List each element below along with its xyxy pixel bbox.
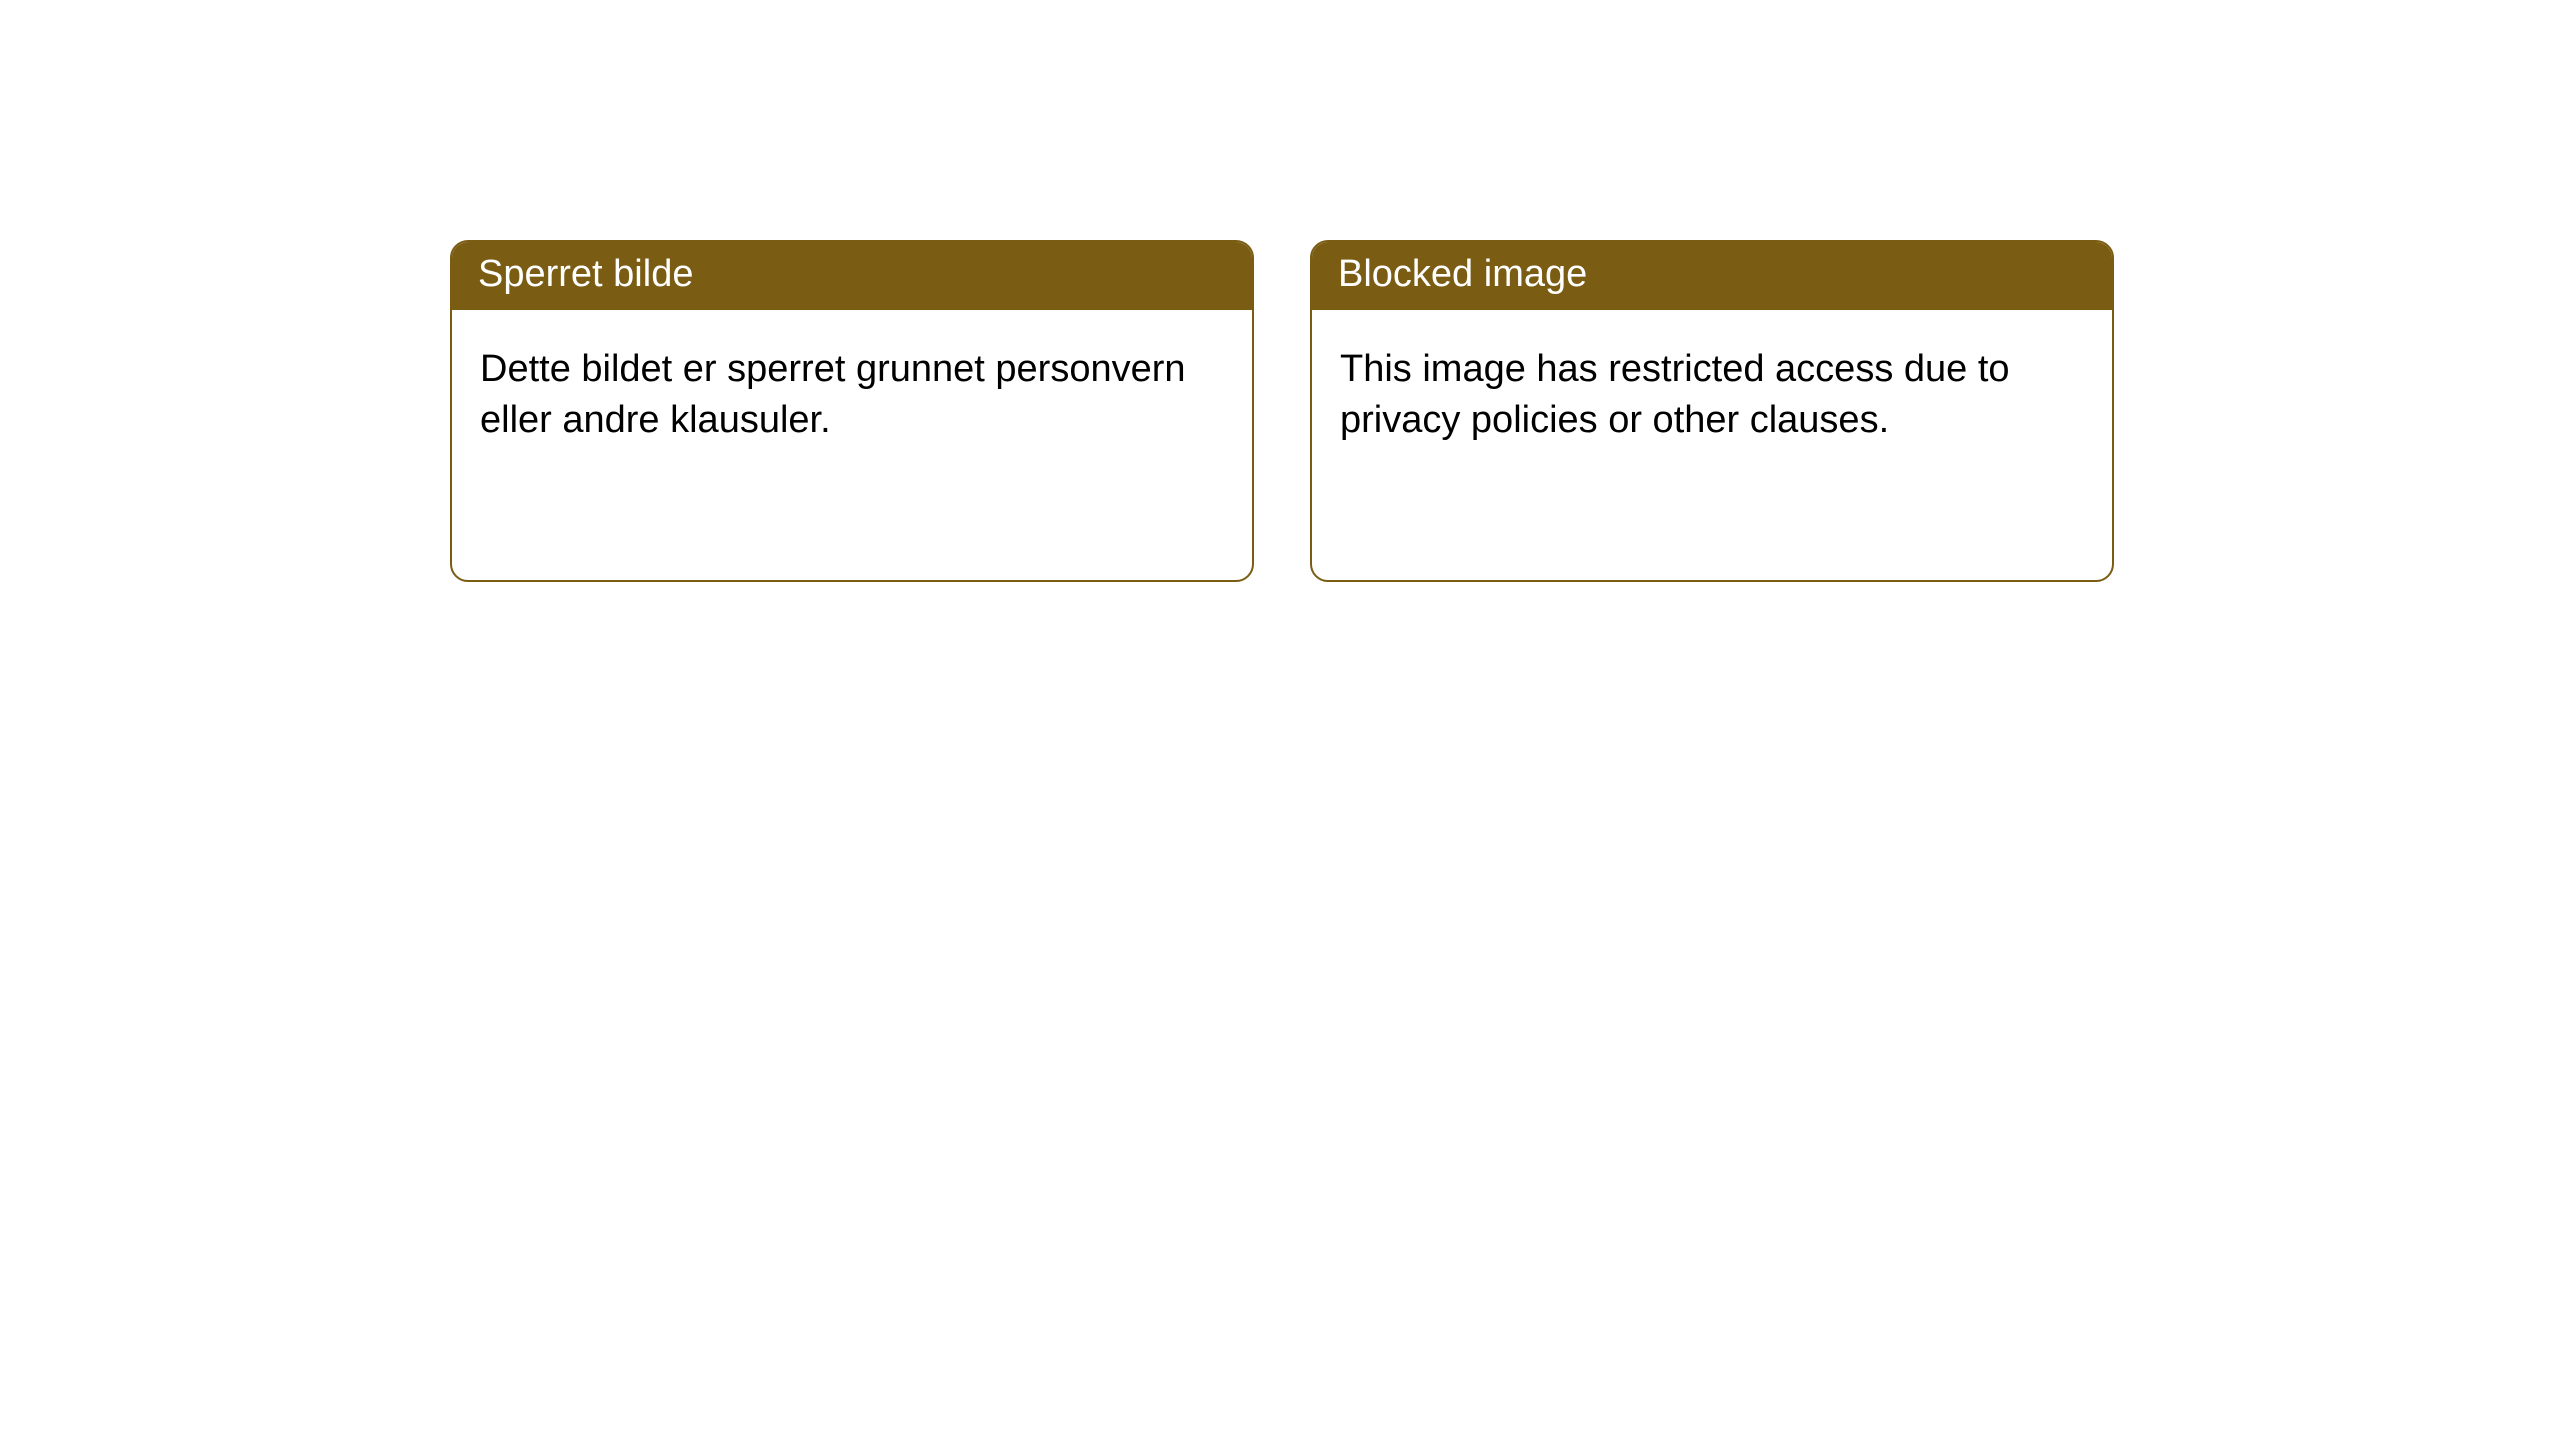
notice-body: Dette bildet er sperret grunnet personve… (452, 310, 1252, 580)
notice-card-norwegian: Sperret bilde Dette bildet er sperret gr… (450, 240, 1254, 582)
notice-header: Blocked image (1312, 242, 2112, 310)
notice-body-text: This image has restricted access due to … (1340, 348, 2010, 441)
notice-container: Sperret bilde Dette bildet er sperret gr… (450, 240, 2114, 582)
notice-body: This image has restricted access due to … (1312, 310, 2112, 580)
notice-card-english: Blocked image This image has restricted … (1310, 240, 2114, 582)
notice-body-text: Dette bildet er sperret grunnet personve… (480, 348, 1186, 441)
notice-header: Sperret bilde (452, 242, 1252, 310)
notice-title: Sperret bilde (478, 253, 693, 295)
notice-title: Blocked image (1338, 253, 1587, 295)
